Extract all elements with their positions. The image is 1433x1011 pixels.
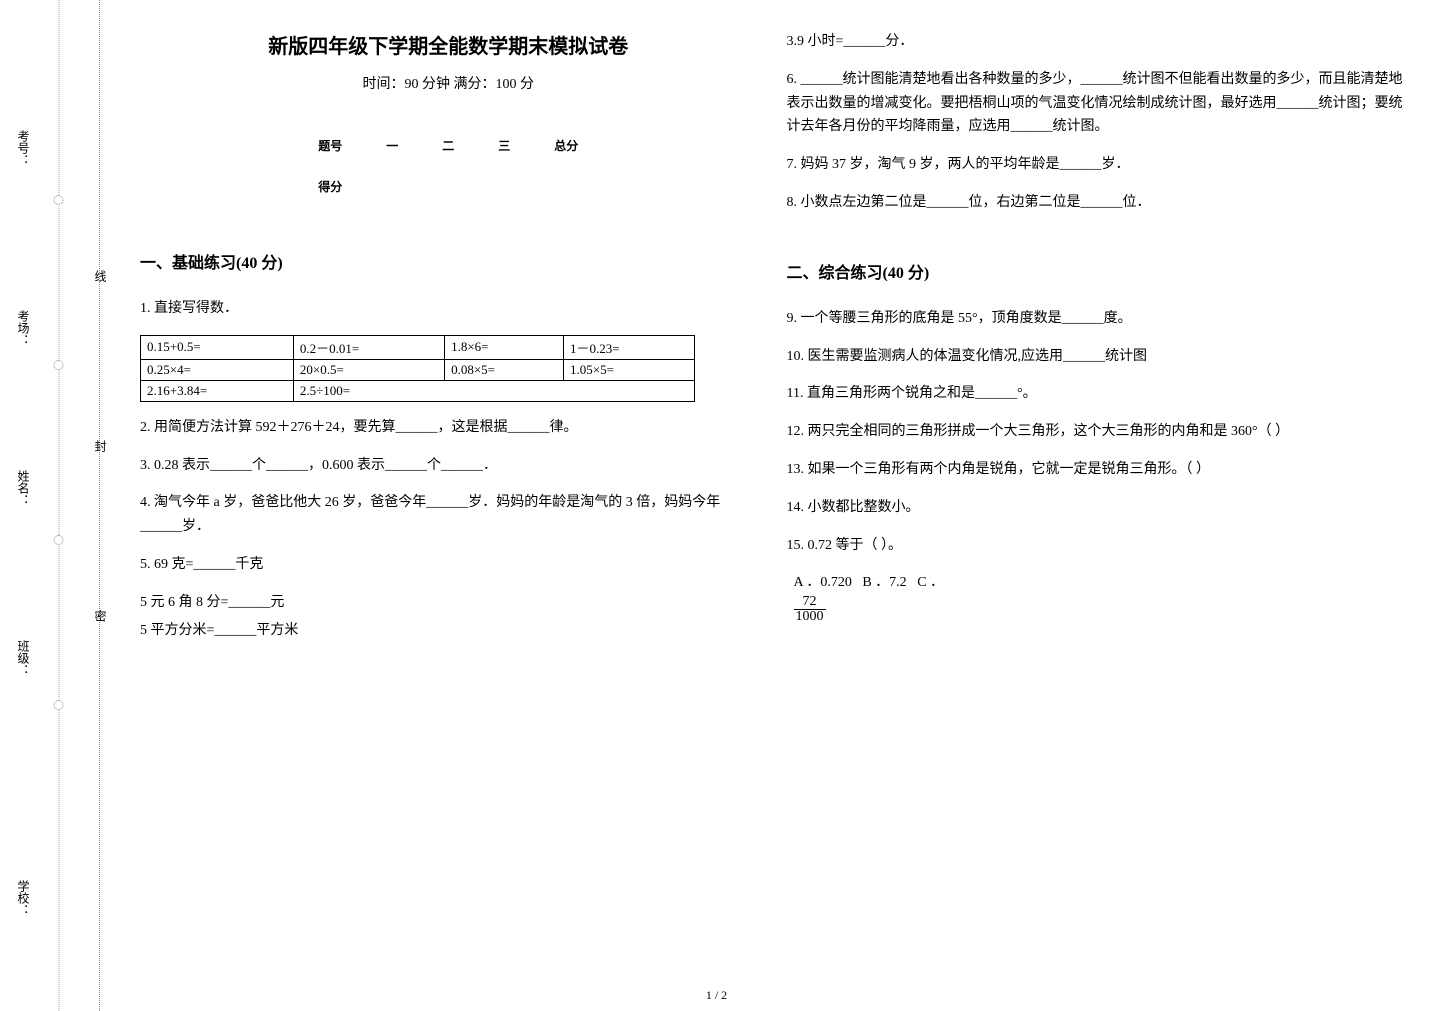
score-cell — [532, 166, 600, 207]
score-cell: 题号 — [296, 125, 364, 166]
section-2-heading: 二、综合练习(40 分) — [787, 259, 1404, 283]
left-column: 新版四年级下学期全能数学期末模拟试卷 时间：90 分钟 满分：100 分 题号 … — [140, 30, 757, 1001]
question-15: 15. 0.72 等于（ ）。 — [787, 534, 1404, 558]
calc-cell: 0.15+0.5= — [141, 335, 294, 359]
score-cell: 二 — [420, 125, 476, 166]
table-row: 0.15+0.5= 0.2－0.01= 1.8×6= 1－0.23= — [141, 335, 695, 359]
page: 线 封 密 考号： 考场： 姓名： 班级： 学校： 新版四年级下学期全能数学期末… — [0, 0, 1433, 1011]
question-10: 10. 医生需要监测病人的体温变化情况,应选用______统计图 — [787, 345, 1404, 369]
question-12: 12. 两只完全相同的三角形拼成一个大三角形，这个大三角形的内角和是 360°（… — [787, 420, 1404, 444]
fraction: 72 1000 — [794, 595, 826, 624]
score-cell — [476, 166, 532, 207]
score-cell: 总分 — [532, 125, 600, 166]
binding-circle — [53, 535, 63, 545]
question-4: 4. 淘气今年 a 岁，爸爸比他大 26 岁，爸爸今年______岁．妈妈的年龄… — [140, 491, 757, 539]
question-14: 14. 小数都比整数小。 — [787, 496, 1404, 520]
question-5b: 5 元 6 角 8 分=______元 — [140, 591, 757, 615]
calc-cell: 2.5÷100= — [293, 380, 694, 401]
calc-cell: 1.05×5= — [564, 359, 695, 380]
calc-cell: 20×0.5= — [293, 359, 444, 380]
question-2: 2. 用简便方法计算 592＋276＋24，要先算______，这是根据____… — [140, 416, 757, 440]
question-6: 6. ______统计图能清楚地看出各种数量的多少，______统计图不但能看出… — [787, 68, 1404, 139]
field-exam-id: 考号： — [15, 130, 32, 166]
calc-table: 0.15+0.5= 0.2－0.01= 1.8×6= 1－0.23= 0.25×… — [140, 335, 695, 402]
calc-cell: 2.16+3.84= — [141, 380, 294, 401]
sidebar-inner: 线 封 密 考号： 考场： 姓名： 班级： 学校： — [0, 0, 99, 1011]
option-a: A ．0.720 — [794, 575, 852, 590]
exam-subtitle: 时间：90 分钟 满分：100 分 — [140, 73, 757, 93]
seal-line-marker: 封 — [92, 440, 109, 458]
score-cell: 三 — [476, 125, 532, 166]
fraction-denominator: 1000 — [794, 610, 826, 624]
score-cell — [364, 166, 420, 207]
binding-sidebar: 线 封 密 考号： 考场： 姓名： 班级： 学校： — [0, 0, 100, 1011]
option-b: B ．7.2 — [862, 575, 906, 590]
question-5c: 5 平方分米=______平方米 — [140, 619, 757, 643]
table-row: 0.25×4= 20×0.5= 0.08×5= 1.05×5= — [141, 359, 695, 380]
field-room: 考场： — [15, 310, 32, 346]
seal-line-marker: 线 — [92, 270, 109, 288]
binding-circle — [53, 700, 63, 710]
question-13: 13. 如果一个三角形有两个内角是锐角，它就一定是锐角三角形。（ ） — [787, 458, 1404, 482]
binding-circle — [53, 195, 63, 205]
question-7: 7. 妈妈 37 岁，淘气 9 岁，两人的平均年龄是______岁． — [787, 153, 1404, 177]
score-cell: 一 — [364, 125, 420, 166]
question-11: 11. 直角三角形两个锐角之和是______°。 — [787, 382, 1404, 406]
question-8: 8. 小数点左边第二位是______位，右边第二位是______位． — [787, 191, 1404, 215]
seal-line-marker: 密 — [92, 610, 109, 628]
page-number: 1 / 2 — [706, 988, 727, 1003]
right-column: 3.9 小时=______分． 6. ______统计图能清楚地看出各种数量的多… — [787, 30, 1404, 1001]
content-area: 新版四年级下学期全能数学期末模拟试卷 时间：90 分钟 满分：100 分 题号 … — [100, 0, 1433, 1011]
binding-circle — [53, 360, 63, 370]
fraction-numerator: 72 — [794, 595, 826, 610]
score-header-row: 题号 一 二 三 总分 — [296, 125, 600, 166]
calc-cell: 0.2－0.01= — [293, 335, 444, 359]
option-c: C ． — [917, 575, 944, 590]
question-5: 5. 69 克=______千克 — [140, 553, 757, 577]
field-class: 班级： — [15, 640, 32, 676]
question-1-label: 1. 直接写得数． — [140, 297, 757, 321]
exam-title: 新版四年级下学期全能数学期末模拟试卷 — [140, 30, 757, 59]
field-name: 姓名： — [15, 470, 32, 506]
question-3: 3. 0.28 表示______个______，0.600 表示______个_… — [140, 454, 757, 478]
calc-cell: 0.25×4= — [141, 359, 294, 380]
vertical-dotted-line — [58, 0, 59, 1011]
table-row: 2.16+3.84= 2.5÷100= — [141, 380, 695, 401]
score-table: 题号 一 二 三 总分 得分 — [296, 125, 600, 207]
question-9: 9. 一个等腰三角形的底角是 55°，顶角度数是______度。 — [787, 307, 1404, 331]
score-cell — [420, 166, 476, 207]
score-cell: 得分 — [296, 166, 364, 207]
calc-cell: 0.08×5= — [445, 359, 564, 380]
score-value-row: 得分 — [296, 166, 600, 207]
section-1-heading: 一、基础练习(40 分) — [140, 249, 757, 273]
field-school: 学校： — [15, 880, 32, 916]
calc-cell: 1.8×6= — [445, 335, 564, 359]
calc-cell: 1－0.23= — [564, 335, 695, 359]
question-15-options: A ．0.720 B ．7.2 C ． 72 1000 — [787, 571, 1404, 624]
question-5d: 3.9 小时=______分． — [787, 30, 1404, 54]
